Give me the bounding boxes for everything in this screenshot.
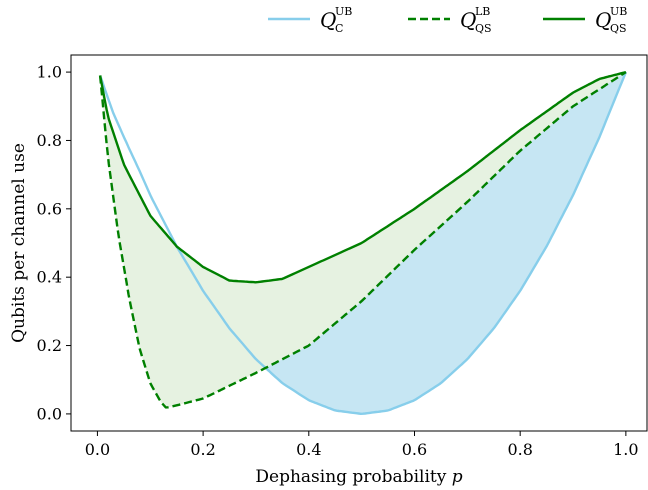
legend-label-sup-3: UB — [610, 5, 627, 18]
x-tick-label: 0.6 — [402, 440, 427, 459]
legend-label-3: Q — [595, 8, 611, 32]
legend-label-sub-2: QS — [475, 22, 492, 35]
legend-label-1: Q — [320, 8, 336, 32]
x-axis-label-symbol: p — [452, 467, 463, 487]
series-line-2 — [98, 71, 627, 409]
series-line-3 — [98, 70, 627, 284]
series-line-1 — [98, 71, 628, 415]
x-axis-label-text: Dephasing probability — [255, 467, 446, 487]
y-tick-label: 0.4 — [37, 268, 62, 287]
y-tick-label: 1.0 — [37, 63, 62, 82]
y-tick-label: 0.6 — [37, 199, 62, 218]
x-tick-label: 0.4 — [296, 440, 321, 459]
y-tick-label: 0.8 — [37, 131, 62, 150]
x-tick-label: 0.0 — [85, 440, 110, 459]
legend-label-2: Q — [460, 8, 476, 32]
plot-frame — [70, 54, 648, 432]
legend-label-sub-1: C — [335, 22, 343, 35]
x-axis-ticks: 0.0 0.2 0.4 0.6 0.8 1.0 — [85, 431, 639, 459]
fill-region-2 — [266, 73, 624, 414]
y-axis-label: Qubits per channel use — [9, 143, 29, 343]
x-tick-label: 0.8 — [507, 440, 532, 459]
y-tick-label: 0.0 — [37, 404, 62, 423]
series-lines — [98, 70, 628, 415]
legend-label-sup-1: UB — [335, 5, 352, 18]
y-axis-ticks: 0.0 0.2 0.4 0.6 0.8 1.0 — [37, 63, 71, 423]
fill-regions — [100, 72, 626, 414]
legend-label-sub-3: QS — [610, 22, 627, 35]
x-tick-label: 0.2 — [190, 440, 215, 459]
x-axis-label: Dephasing probability p — [255, 467, 462, 487]
x-tick-label: 1.0 — [613, 440, 638, 459]
legend-label-sup-2: LB — [475, 5, 490, 18]
fill-region-1 — [100, 72, 626, 408]
y-tick-label: 0.2 — [37, 336, 62, 355]
